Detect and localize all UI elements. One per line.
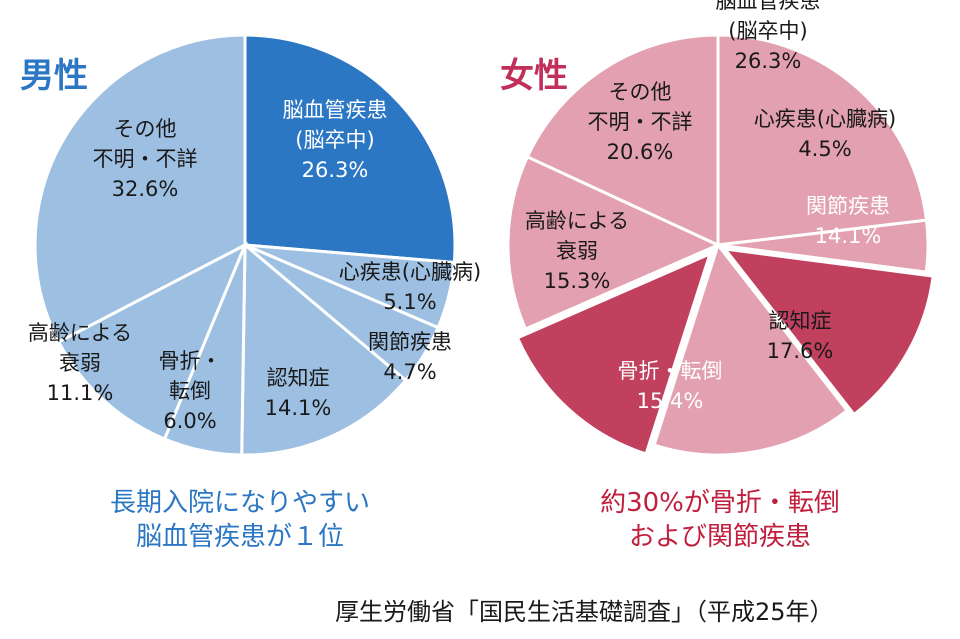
slice-name-label: その他 (114, 117, 177, 141)
male-caption-line-2: 脳血管疾患が１位 (135, 522, 344, 552)
female-slice-5 (515, 251, 713, 456)
female-slice-2 (717, 218, 930, 274)
female-slice-label-6: 高齢による衰弱 15.3% (525, 209, 629, 293)
slice-name-label: 衰弱 (59, 351, 101, 375)
slice-value-label: 15.3% (544, 269, 611, 293)
slice-name-label: 高齢による (525, 209, 629, 233)
male-slice-label-4: 認知症 14.1% (265, 366, 332, 420)
slice-name-label: 高齢による (28, 321, 132, 345)
female-slice-label-5: 骨折・転倒 15.4% (618, 359, 723, 413)
female-slice-6 (506, 154, 722, 331)
female-slice-label-7: その他不明・不詳 20.6% (588, 80, 693, 164)
female-pie-labels: 脳血管疾患 (脳卒中) 26.3% 心疾患(心臓病) 4.5% 関節疾患 14.1% 認知症 1… (525, 0, 896, 413)
male-slice-label-7: その他不明・不詳 32.6% (93, 117, 198, 201)
slice-value-label: 14.1% (265, 396, 332, 420)
female-slice-label-4: 認知症 17.6% (767, 309, 834, 363)
slice-name-label: 衰弱 (556, 239, 598, 263)
slice-name-label: その他 (609, 80, 672, 104)
male-slice-6 (56, 241, 248, 441)
slice-name-label: 転倒 (169, 379, 211, 403)
female-slice-label-1: 脳血管疾患 (脳卒中) 26.3% (716, 0, 821, 73)
slice-name-label: 不明・不詳 (588, 110, 693, 134)
slice-value-label: 20.6% (607, 140, 674, 164)
male-slice-label-2: 心疾患(心臓病) 5.1% (339, 260, 481, 314)
slice-value-label: 26.3% (735, 49, 802, 73)
slice-name-label: 脳血管疾患 (716, 0, 821, 13)
slice-name-label: 認知症 (769, 309, 832, 333)
female-chart-title: 女性 (500, 56, 568, 96)
slice-name-label: 骨折・ (159, 349, 222, 373)
male-caption: 長期入院になりやすい 脳血管疾患が１位 (40, 486, 440, 554)
male-slice-1 (243, 33, 457, 265)
female-caption-line-1: 約30%が骨折・転倒 (600, 488, 840, 518)
female-pie (506, 33, 935, 457)
slice-name-label: (脳卒中) (728, 19, 807, 43)
female-slice-7 (525, 33, 720, 248)
male-slice-label-3: 関節疾患 4.7% (368, 330, 452, 384)
slice-value-label: 15.4% (637, 389, 704, 413)
male-slice-label-1: 脳血管疾患 (脳卒中) 26.3% (283, 98, 388, 182)
male-chart-title: 男性 (20, 56, 88, 96)
slice-value-label: 17.6% (767, 339, 834, 363)
slice-value-label: 26.3% (302, 158, 369, 182)
slice-value-label: 32.6% (112, 177, 179, 201)
slice-name-label: 脳血管疾患 (283, 98, 388, 122)
male-slice-label-5: 骨折・転倒 6.0% (159, 349, 222, 433)
slice-name-label: 不明・不詳 (93, 147, 198, 171)
male-pie-labels: 脳血管疾患 (脳卒中) 26.3% 心疾患(心臓病) 5.1% 関節疾患 4.7% 認知症 14… (28, 98, 481, 433)
female-slice-label-2: 心疾患(心臓病) 4.5% (754, 107, 896, 161)
slice-name-label: 骨折・転倒 (618, 359, 723, 383)
slice-value-label: 5.1% (383, 290, 436, 314)
female-slice-4 (652, 241, 850, 457)
slice-name-label: 心疾患(心臓病) (339, 260, 481, 284)
slice-value-label: 4.5% (798, 137, 851, 161)
slice-value-label: 6.0% (163, 409, 216, 433)
slice-name-label: 関節疾患 (806, 194, 890, 218)
source-note: 厚生労働省「国民生活基礎調査」（平成25年） (335, 598, 834, 626)
slice-name-label: 関節疾患 (368, 330, 452, 354)
male-pie (33, 33, 457, 457)
slice-name-label: 認知症 (267, 366, 330, 390)
male-slice-7 (33, 33, 247, 344)
slice-name-label: (脳卒中) (295, 128, 374, 152)
female-caption: 約30%が骨折・転倒 および関節疾患 (520, 486, 920, 554)
female-slice-label-3: 関節疾患 14.1% (806, 194, 890, 248)
slice-name-label: 心疾患(心臓病) (754, 107, 896, 131)
female-slice-1 (716, 33, 929, 247)
male-caption-line-1: 長期入院になりやすい (109, 488, 370, 518)
male-slice-label-6: 高齢による衰弱 11.1% (28, 321, 132, 405)
slice-value-label: 11.1% (47, 381, 114, 405)
female-caption-line-2: および関節疾患 (628, 522, 811, 552)
male-slice-4 (240, 241, 408, 457)
slice-value-label: 14.1% (815, 224, 882, 248)
slice-value-label: 4.7% (383, 360, 436, 384)
female-slice-3 (721, 247, 935, 417)
